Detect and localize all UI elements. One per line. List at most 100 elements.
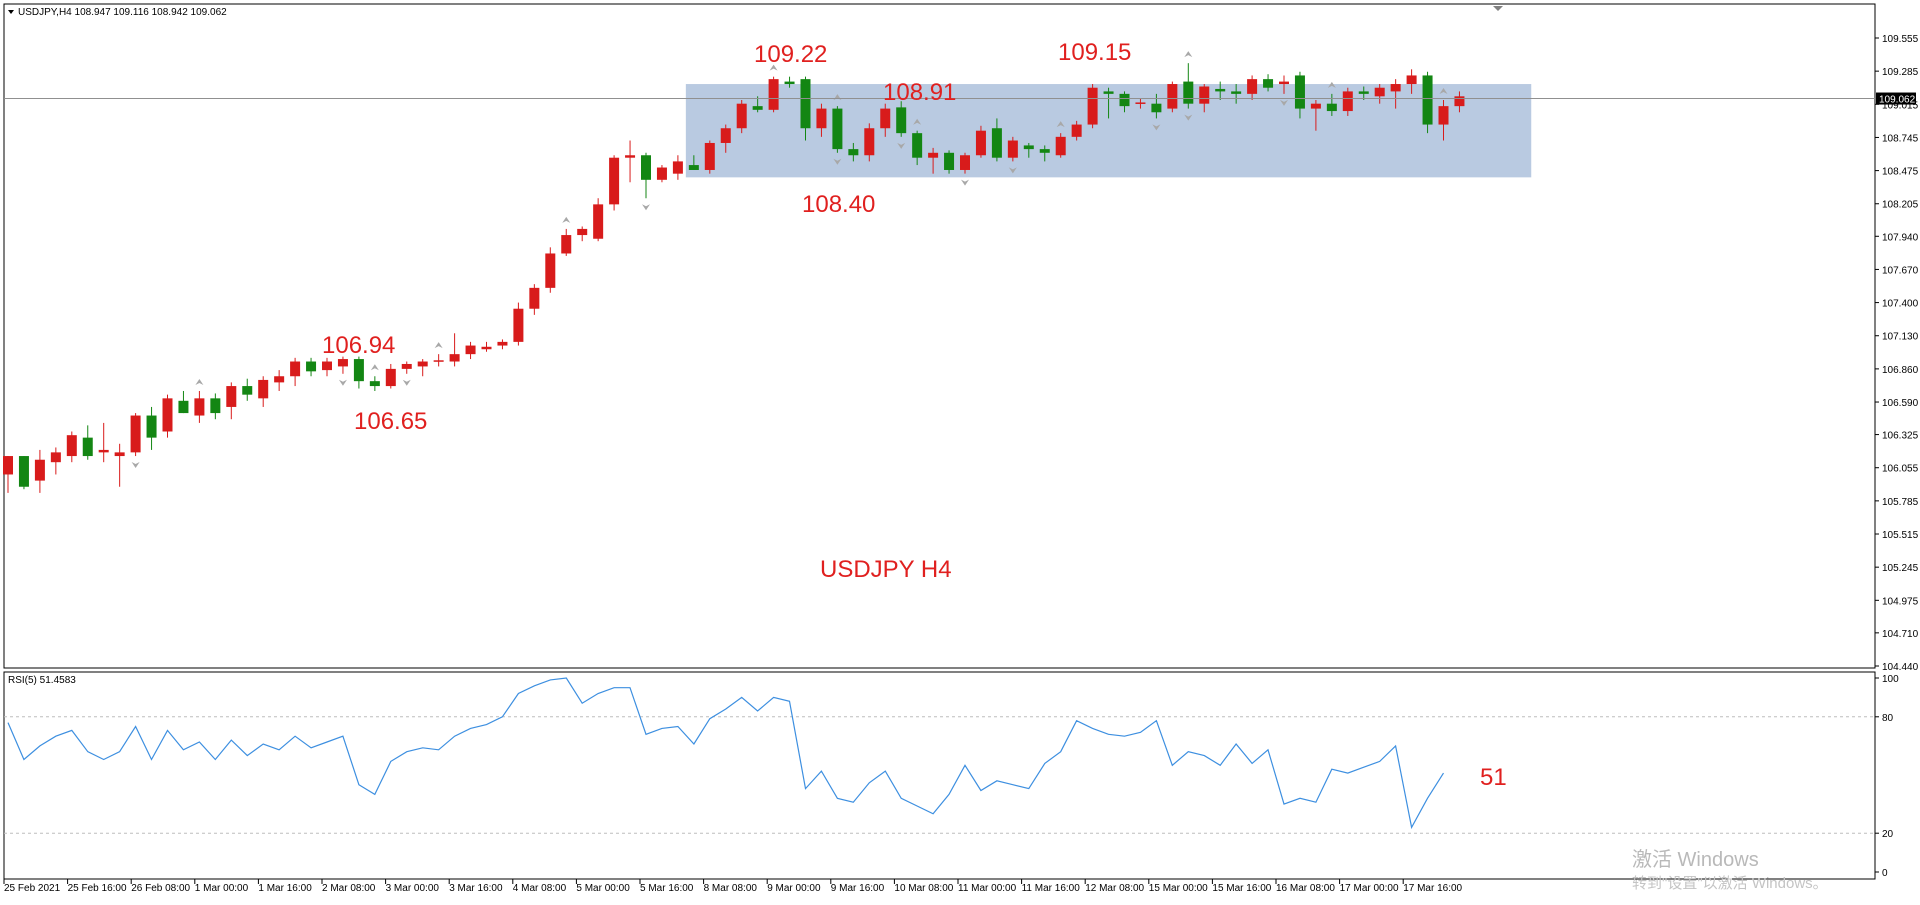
candle-body	[625, 155, 636, 158]
candle-body	[1422, 75, 1433, 125]
candle-body	[1055, 136, 1066, 156]
candle-body	[672, 161, 683, 174]
chart-menu-arrow-icon[interactable]	[8, 10, 14, 14]
fractal-up-icon	[434, 342, 443, 349]
candle-body	[1199, 86, 1210, 104]
candle-body	[848, 149, 859, 156]
current-price-box	[1876, 92, 1916, 105]
candle-body	[306, 361, 317, 372]
candle-body	[1215, 88, 1226, 92]
price-tick-label: 105.785	[1882, 497, 1919, 508]
fractal-down-icon	[1184, 114, 1193, 121]
candle-body	[18, 456, 29, 487]
candle-body	[34, 459, 45, 481]
time-tick-label: 25 Feb 2021	[4, 883, 61, 894]
candle-body	[258, 379, 269, 399]
candle-body	[465, 345, 476, 355]
candle-body	[194, 398, 205, 416]
candle-body	[816, 108, 827, 129]
price-tick-label: 108.745	[1882, 133, 1919, 144]
candle-body	[513, 308, 524, 342]
time-tick-label: 3 Mar 16:00	[449, 883, 503, 894]
candle-body	[1023, 145, 1034, 150]
fractal-down-icon	[1280, 99, 1288, 106]
price-tick-label: 105.515	[1882, 530, 1919, 541]
candle-body	[896, 107, 907, 134]
time-tick-label: 5 Mar 16:00	[640, 883, 694, 894]
time-tick-label: 10 Mar 08:00	[894, 883, 953, 894]
fractal-up-icon	[1327, 81, 1336, 88]
candle-body	[401, 363, 412, 369]
time-tick-label: 11 Mar 16:00	[1022, 883, 1081, 894]
fractal-up-icon	[1184, 51, 1193, 58]
fractal-down-icon	[402, 379, 411, 386]
candle-body	[1326, 103, 1337, 112]
candle-body	[1294, 75, 1305, 109]
rsi-levels	[4, 716, 1875, 834]
candle-body	[1406, 75, 1417, 85]
fractal-down-icon	[1008, 167, 1017, 174]
annotation-high-1: 109.22	[754, 41, 827, 68]
candle-body	[369, 381, 380, 387]
candle-body	[768, 79, 779, 110]
fractal-down-icon	[642, 204, 650, 211]
windows-activation-line-1: 激活 Windows	[1632, 848, 1759, 871]
candle-body	[1310, 103, 1321, 109]
candle-body	[800, 79, 811, 129]
candle-body	[656, 167, 667, 180]
price-tick-label: 106.590	[1882, 398, 1919, 409]
candle-body	[433, 360, 444, 362]
rsi-label: RSI(5) 51.4583	[8, 675, 76, 686]
candle-body	[98, 449, 109, 453]
candle-body	[545, 253, 556, 288]
candle-body	[736, 103, 747, 129]
candle-body	[1279, 81, 1289, 85]
time-tick-label: 2 Mar 08:00	[322, 883, 376, 894]
time-tick-label: 1 Mar 16:00	[258, 883, 312, 894]
candle-body	[82, 437, 93, 457]
price-tick-label: 109.555	[1882, 34, 1919, 45]
candle-body	[1135, 102, 1146, 104]
candle-body	[1151, 103, 1162, 113]
time-tick-label: 3 Mar 00:00	[386, 883, 440, 894]
candle-body	[577, 228, 588, 236]
candle-body	[3, 456, 13, 475]
candle-body	[529, 287, 540, 309]
rsi-tick-label: 80	[1882, 713, 1894, 724]
candle-body	[1007, 140, 1018, 158]
candle-body	[353, 359, 364, 382]
time-tick-label: 8 Mar 08:00	[704, 883, 758, 894]
fractal-down-icon	[338, 379, 347, 386]
time-tick-label: 1 Mar 00:00	[195, 883, 249, 894]
fractal-down-icon	[833, 158, 842, 165]
rsi-axis: 100 80 20 0	[1875, 674, 1899, 879]
candle-body	[975, 130, 986, 156]
fractal-down-icon	[131, 462, 140, 469]
candle-body	[784, 81, 795, 85]
symbol-center-label: USDJPY H4	[820, 556, 952, 583]
price-tick-label: 107.670	[1882, 265, 1919, 276]
candle-body	[720, 128, 731, 143]
price-tick-label: 104.710	[1882, 629, 1919, 640]
price-tick-label: 104.440	[1882, 662, 1919, 673]
candle-body	[1454, 96, 1465, 107]
candle-body	[1374, 87, 1385, 97]
candle-body	[1358, 91, 1369, 94]
chart-shift-marker-icon[interactable]	[1493, 6, 1503, 11]
fractal-up-icon	[1439, 88, 1448, 95]
rsi-last-value: 51	[1480, 764, 1507, 791]
candle-body	[481, 346, 492, 350]
candle-body	[960, 155, 970, 170]
candle-body	[146, 415, 157, 438]
time-tick-label: 17 Mar 16:00	[1403, 883, 1462, 894]
fractal-down-icon	[961, 179, 969, 186]
time-tick-label: 26 Feb 08:00	[131, 883, 190, 894]
candle-body	[1183, 81, 1194, 104]
annotation-low-1: 108.40	[802, 191, 875, 218]
price-tick-label: 106.055	[1882, 464, 1919, 475]
fractal-up-icon	[1056, 121, 1065, 128]
fractal-up-icon	[913, 118, 922, 125]
windows-activation-line-2: 转到"设置"以激活 Windows。	[1632, 875, 1828, 892]
